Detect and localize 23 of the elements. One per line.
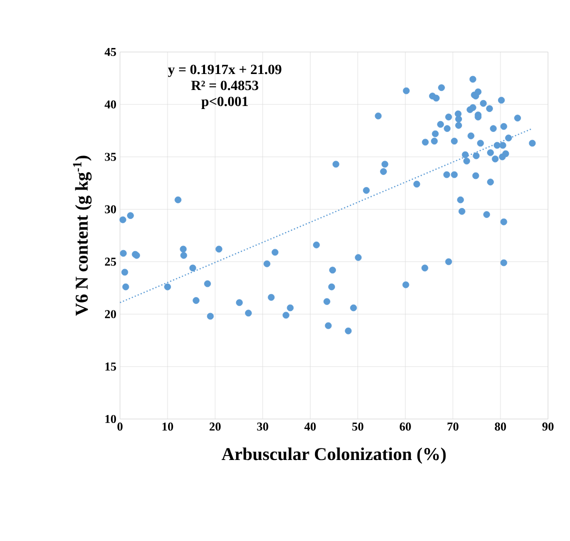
x-tick-label: 90	[542, 422, 554, 431]
y-tick-label: 30	[104, 205, 116, 214]
x-tick-label: 60	[400, 422, 411, 431]
x-tick-label: 30	[257, 422, 268, 431]
x-tick-label: 50	[352, 422, 364, 431]
y-tick-label: 25	[104, 258, 116, 266]
x-tick-label: 20	[210, 422, 221, 431]
x-tick-label: 0	[117, 422, 123, 431]
y-tick-label: 40	[104, 100, 116, 108]
x-tick-label: 40	[304, 422, 316, 431]
y-tick-label: 35	[104, 152, 116, 161]
annotation: y = 0.1917x + 21.09	[168, 64, 282, 78]
y-tick-label: 15	[105, 362, 116, 371]
y-tick-label: 10	[105, 414, 116, 424]
y-axis-title: V6 N content (g kg$^{-1}$)	[73, 156, 92, 316]
annotation: R² = 0.4853	[191, 80, 258, 90]
x-tick-label: 10	[162, 422, 174, 431]
y-tick-label: 20	[104, 310, 116, 318]
x-axis-title: Arbuscular Colonization (%)	[222, 447, 446, 464]
annotation: p<0.001	[201, 96, 248, 109]
x-tick-label: 70	[448, 422, 458, 431]
x-tick-label: 80	[494, 422, 506, 431]
y-tick-label: 45	[104, 48, 116, 56]
